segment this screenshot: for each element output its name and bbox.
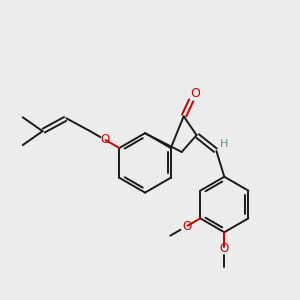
Text: O: O xyxy=(220,242,229,255)
Text: H: H xyxy=(220,139,229,149)
Text: O: O xyxy=(190,87,200,100)
Text: O: O xyxy=(182,220,191,233)
Text: O: O xyxy=(100,133,109,146)
